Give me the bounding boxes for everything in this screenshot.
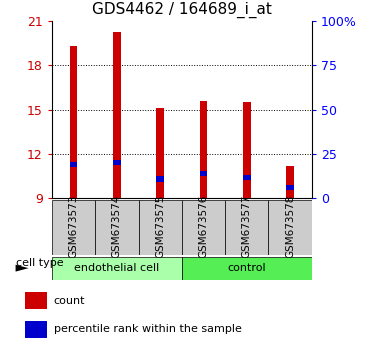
Text: percentile rank within the sample: percentile rank within the sample xyxy=(54,324,242,334)
Text: GSM673578: GSM673578 xyxy=(285,195,295,258)
Bar xyxy=(25,292,47,309)
Bar xyxy=(286,185,294,190)
Bar xyxy=(225,200,268,255)
Bar xyxy=(243,175,251,180)
Text: control: control xyxy=(227,263,266,273)
Bar xyxy=(70,46,78,198)
Bar xyxy=(182,200,225,255)
Bar xyxy=(138,200,182,255)
Title: GDS4462 / 164689_i_at: GDS4462 / 164689_i_at xyxy=(92,2,272,18)
Polygon shape xyxy=(16,265,29,272)
Bar xyxy=(243,102,251,198)
Text: GSM673573: GSM673573 xyxy=(69,195,79,258)
Text: GSM673577: GSM673577 xyxy=(242,195,252,258)
Text: endothelial cell: endothelial cell xyxy=(74,263,160,273)
Bar xyxy=(113,160,121,165)
Bar xyxy=(156,177,164,182)
Bar xyxy=(52,200,95,255)
Bar xyxy=(286,166,294,198)
Text: cell type: cell type xyxy=(16,258,63,268)
Bar xyxy=(25,321,47,338)
Bar xyxy=(95,200,138,255)
Bar xyxy=(268,200,312,255)
Bar xyxy=(70,162,78,167)
Bar xyxy=(182,257,312,280)
Bar xyxy=(156,108,164,198)
Text: GSM673574: GSM673574 xyxy=(112,195,122,258)
Text: count: count xyxy=(54,296,85,306)
Bar xyxy=(200,171,207,176)
Bar xyxy=(200,101,207,198)
Text: GSM673576: GSM673576 xyxy=(198,195,209,258)
Bar xyxy=(113,32,121,198)
Bar xyxy=(52,257,182,280)
Text: GSM673575: GSM673575 xyxy=(155,195,165,258)
